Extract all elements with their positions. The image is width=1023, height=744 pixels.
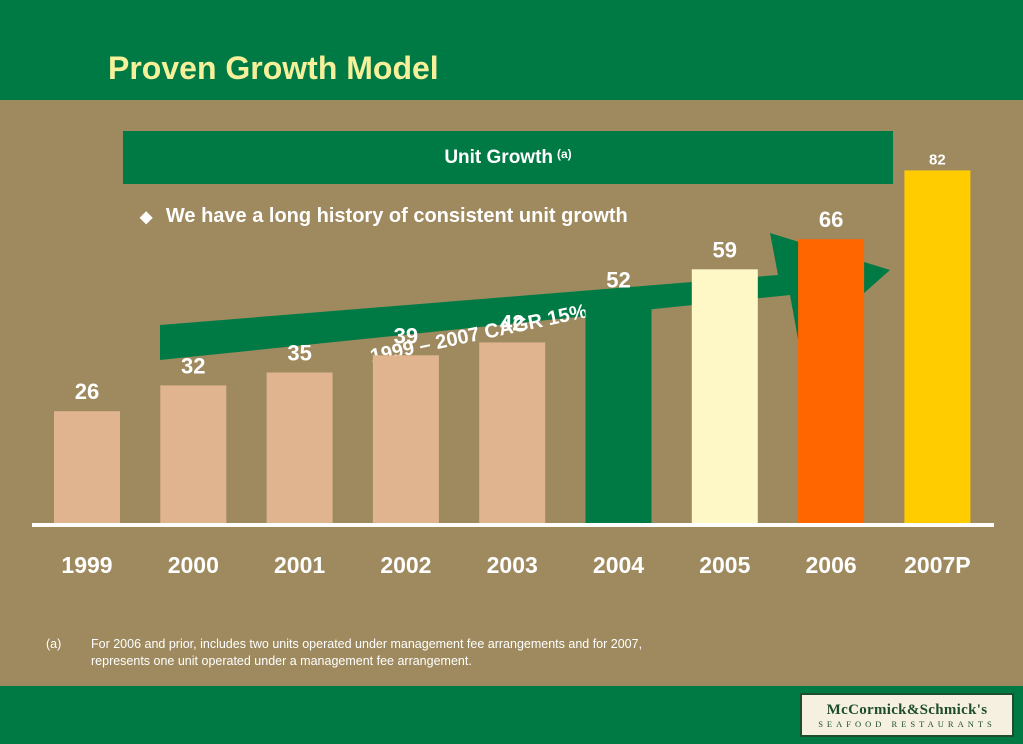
x-tick-label-2003: 2003 (487, 552, 538, 578)
bar-series: 26 32 35 39 42 52 59 66 82 (54, 151, 971, 523)
x-tick-label-2005: 2005 (699, 552, 750, 578)
data-label-2004: 52 (606, 267, 630, 292)
bar-2007P (904, 170, 971, 523)
x-tick-label-2002: 2002 (380, 552, 431, 578)
bar-2006 (798, 239, 865, 523)
bar-2004 (585, 299, 652, 523)
logo-tagline: SEAFOOD RESTAURANTS (818, 718, 996, 729)
bar-2000 (160, 385, 227, 523)
data-label-1999: 26 (75, 379, 99, 404)
data-label-2000: 32 (181, 353, 205, 378)
growth-arrow-shape (160, 233, 890, 360)
bar-2003 (479, 342, 546, 523)
x-axis-labels: 1999 2000 2001 2002 2003 2004 2005 2006 2007P (61, 552, 970, 578)
footnote-text: For 2006 and prior, includes two units o… (91, 637, 643, 668)
diamond-bullet-icon: ◆ (140, 209, 153, 226)
x-tick-label-1999: 1999 (61, 552, 112, 578)
data-label-2003: 42 (500, 310, 524, 335)
footnote-mark: (a) (46, 637, 62, 651)
section-header-footnote-ref: (a) (557, 146, 572, 161)
bullet-point: ◆ We have a long history of consistent u… (140, 205, 628, 228)
x-tick-label-2001: 2001 (274, 552, 325, 578)
bar-2001 (266, 372, 333, 523)
section-header: Unit Growth (a) (123, 131, 893, 184)
x-tick-label-2004: 2004 (593, 552, 644, 578)
bar-2002 (372, 355, 439, 523)
x-tick-label-2000: 2000 (168, 552, 219, 578)
data-label-2001: 35 (287, 341, 311, 366)
data-label-2005: 59 (713, 237, 737, 262)
bar-2005 (691, 269, 758, 523)
logo-wordmark: McCormick&Schmick's (826, 701, 988, 718)
data-label-2002: 39 (394, 323, 418, 348)
data-label-2006: 66 (819, 207, 843, 232)
x-tick-label-2006: 2006 (806, 552, 857, 578)
x-tick-label-2007P: 2007P (904, 552, 971, 578)
header-band (0, 0, 1023, 100)
bullet-text: We have a long history of consistent uni… (165, 205, 628, 227)
bar-1999 (54, 411, 120, 523)
company-logo: McCormick&Schmick's SEAFOOD RESTAURANTS (800, 693, 1014, 737)
data-label-2007P: 82 (929, 151, 946, 168)
section-header-label: Unit Growth (444, 146, 554, 168)
slide-title: Proven Growth Model (108, 50, 439, 86)
